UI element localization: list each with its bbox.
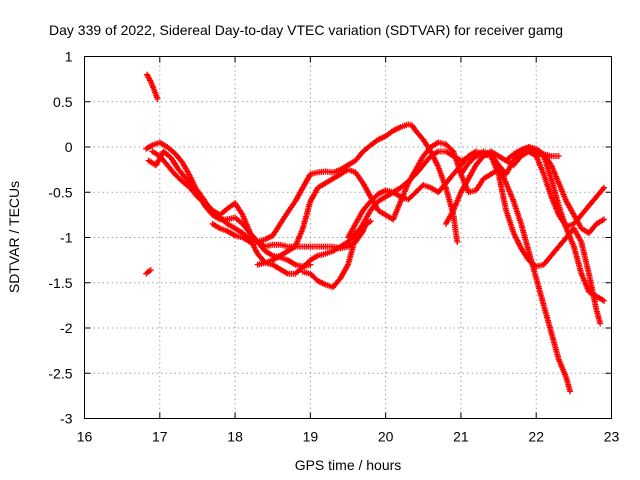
series-arc-k bbox=[457, 144, 607, 304]
data-marks bbox=[143, 71, 607, 395]
data-point-markers bbox=[518, 148, 562, 160]
axis-ticks bbox=[84, 56, 612, 419]
x-tick-label: 16 bbox=[77, 429, 93, 445]
data-point-markers bbox=[457, 144, 607, 304]
data-point-markers bbox=[143, 267, 154, 277]
y-tick-label: -2.5 bbox=[48, 365, 72, 381]
series-arc-i bbox=[345, 148, 604, 327]
x-tick-label: 21 bbox=[453, 429, 469, 445]
x-tick-label: 23 bbox=[604, 429, 620, 445]
data-point-markers bbox=[503, 144, 607, 236]
y-tick-label: -1 bbox=[60, 230, 73, 246]
y-tick-label: -3 bbox=[60, 411, 73, 427]
data-point-markers bbox=[345, 148, 604, 327]
series-arc-a bbox=[144, 71, 161, 102]
y-tick-label: 0 bbox=[65, 139, 73, 155]
y-axis-tick-labels: 1 0.5 0 -0.5 -1 -1.5 -2 -2.5 -3 bbox=[48, 49, 72, 427]
x-tick-label: 20 bbox=[378, 429, 394, 445]
series-arc-c bbox=[143, 139, 370, 252]
series-arc-l bbox=[503, 144, 607, 236]
y-axis-label: SDTVAR / TECUs bbox=[6, 181, 22, 293]
series-arc-f bbox=[209, 121, 461, 245]
chart-title: Day 339 of 2022, Sidereal Day-to-day VTE… bbox=[49, 22, 563, 38]
x-tick-label: 19 bbox=[303, 429, 319, 445]
y-tick-label: 1 bbox=[65, 49, 73, 65]
series-arc-m bbox=[518, 148, 562, 160]
y-tick-label: -0.5 bbox=[48, 184, 72, 200]
x-tick-label: 17 bbox=[152, 429, 168, 445]
y-tick-label: -1.5 bbox=[48, 275, 72, 291]
data-point-markers bbox=[144, 71, 161, 102]
data-point-markers bbox=[145, 148, 374, 277]
data-point-markers bbox=[143, 139, 370, 252]
series-arc-d bbox=[145, 148, 374, 277]
data-point-markers bbox=[209, 121, 461, 245]
x-tick-label: 22 bbox=[528, 429, 544, 445]
x-tick-label: 18 bbox=[227, 429, 243, 445]
data-point-markers bbox=[299, 148, 574, 395]
data-point-markers bbox=[149, 148, 314, 270]
x-axis-label: GPS time / hours bbox=[295, 457, 402, 473]
series-arc-e bbox=[149, 148, 314, 270]
x-axis-tick-labels: 16 17 18 19 20 21 22 23 bbox=[77, 429, 620, 445]
series-arc-b bbox=[143, 267, 154, 277]
series-arc-h bbox=[299, 148, 574, 395]
y-tick-label: 0.5 bbox=[53, 94, 73, 110]
y-tick-label: -2 bbox=[60, 320, 73, 336]
